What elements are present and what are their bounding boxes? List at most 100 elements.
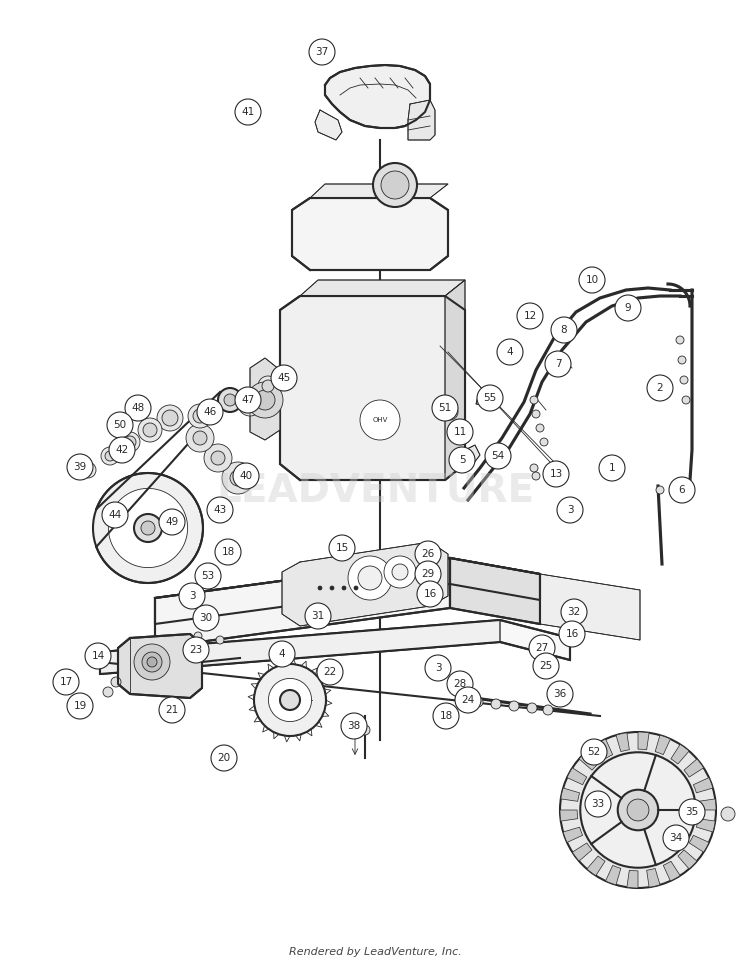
Wedge shape (671, 745, 689, 764)
Wedge shape (663, 861, 680, 881)
Text: 5: 5 (459, 455, 465, 465)
Text: 29: 29 (422, 569, 435, 579)
Circle shape (255, 390, 275, 410)
Text: 55: 55 (483, 393, 496, 403)
Text: 25: 25 (539, 661, 553, 671)
Circle shape (194, 632, 202, 640)
Circle shape (222, 462, 254, 494)
Circle shape (179, 583, 205, 609)
Circle shape (147, 657, 157, 667)
Circle shape (485, 443, 511, 469)
Polygon shape (445, 280, 465, 480)
Circle shape (615, 295, 641, 321)
Circle shape (449, 447, 475, 473)
Circle shape (159, 697, 185, 723)
Text: 2: 2 (657, 383, 663, 393)
Circle shape (109, 437, 135, 463)
Circle shape (530, 396, 538, 404)
Circle shape (238, 392, 262, 416)
Text: 47: 47 (242, 395, 254, 405)
Circle shape (341, 713, 367, 739)
Circle shape (193, 409, 207, 423)
Circle shape (360, 400, 400, 440)
Circle shape (317, 659, 343, 685)
Circle shape (517, 303, 543, 329)
Circle shape (268, 679, 311, 721)
Circle shape (215, 539, 241, 565)
Text: 49: 49 (165, 517, 178, 527)
Circle shape (536, 424, 544, 432)
Circle shape (330, 586, 334, 590)
Circle shape (211, 745, 237, 771)
Text: 24: 24 (461, 695, 475, 705)
Text: 48: 48 (131, 403, 145, 413)
Circle shape (138, 418, 162, 442)
Text: 18: 18 (440, 711, 452, 721)
Circle shape (682, 396, 690, 404)
Circle shape (432, 395, 458, 421)
Circle shape (447, 671, 473, 697)
Circle shape (254, 664, 326, 736)
Circle shape (381, 171, 409, 199)
Circle shape (101, 447, 119, 465)
Polygon shape (155, 558, 540, 624)
Text: 3: 3 (435, 663, 441, 673)
Circle shape (105, 451, 115, 461)
Text: 44: 44 (108, 510, 122, 520)
Text: 12: 12 (524, 311, 537, 321)
Text: LEADVENTURE: LEADVENTURE (216, 471, 534, 509)
Circle shape (188, 404, 212, 428)
Wedge shape (605, 865, 621, 885)
Circle shape (533, 653, 559, 679)
Circle shape (93, 473, 203, 583)
Text: 26: 26 (422, 549, 435, 559)
Wedge shape (572, 843, 592, 861)
Circle shape (676, 336, 684, 344)
Text: 18: 18 (221, 547, 235, 557)
Text: 35: 35 (686, 807, 699, 817)
Text: 36: 36 (554, 689, 567, 699)
Text: 52: 52 (587, 747, 601, 757)
Text: 37: 37 (315, 47, 328, 57)
Polygon shape (325, 65, 430, 128)
Polygon shape (408, 100, 435, 140)
Polygon shape (452, 445, 480, 468)
Circle shape (373, 163, 417, 207)
Polygon shape (118, 634, 202, 698)
Text: 23: 23 (189, 645, 202, 655)
Wedge shape (693, 778, 712, 793)
Circle shape (561, 599, 587, 625)
Text: 46: 46 (203, 407, 217, 417)
Text: Rendered by LeadVenture, Inc.: Rendered by LeadVenture, Inc. (289, 947, 461, 957)
Text: 1: 1 (609, 463, 615, 473)
Circle shape (527, 703, 537, 713)
Text: 7: 7 (555, 359, 561, 369)
Wedge shape (596, 739, 613, 758)
Circle shape (142, 652, 162, 672)
Wedge shape (656, 735, 670, 754)
Circle shape (84, 466, 92, 474)
Polygon shape (100, 620, 570, 674)
Circle shape (269, 641, 295, 667)
Circle shape (543, 705, 553, 715)
Text: 31: 31 (311, 611, 325, 621)
Circle shape (679, 799, 705, 825)
Circle shape (342, 586, 346, 590)
Circle shape (354, 586, 358, 590)
Circle shape (530, 464, 538, 472)
Circle shape (67, 454, 93, 480)
Circle shape (497, 339, 523, 365)
Text: 22: 22 (323, 667, 337, 677)
Text: 16: 16 (566, 629, 579, 639)
Circle shape (162, 410, 178, 426)
Circle shape (235, 99, 261, 125)
Circle shape (230, 470, 246, 486)
Text: 21: 21 (165, 705, 178, 715)
Wedge shape (638, 732, 649, 750)
Polygon shape (450, 558, 540, 624)
Text: 4: 4 (507, 347, 513, 357)
Circle shape (309, 39, 335, 65)
Circle shape (442, 404, 458, 420)
Circle shape (197, 399, 223, 425)
Circle shape (656, 486, 664, 494)
